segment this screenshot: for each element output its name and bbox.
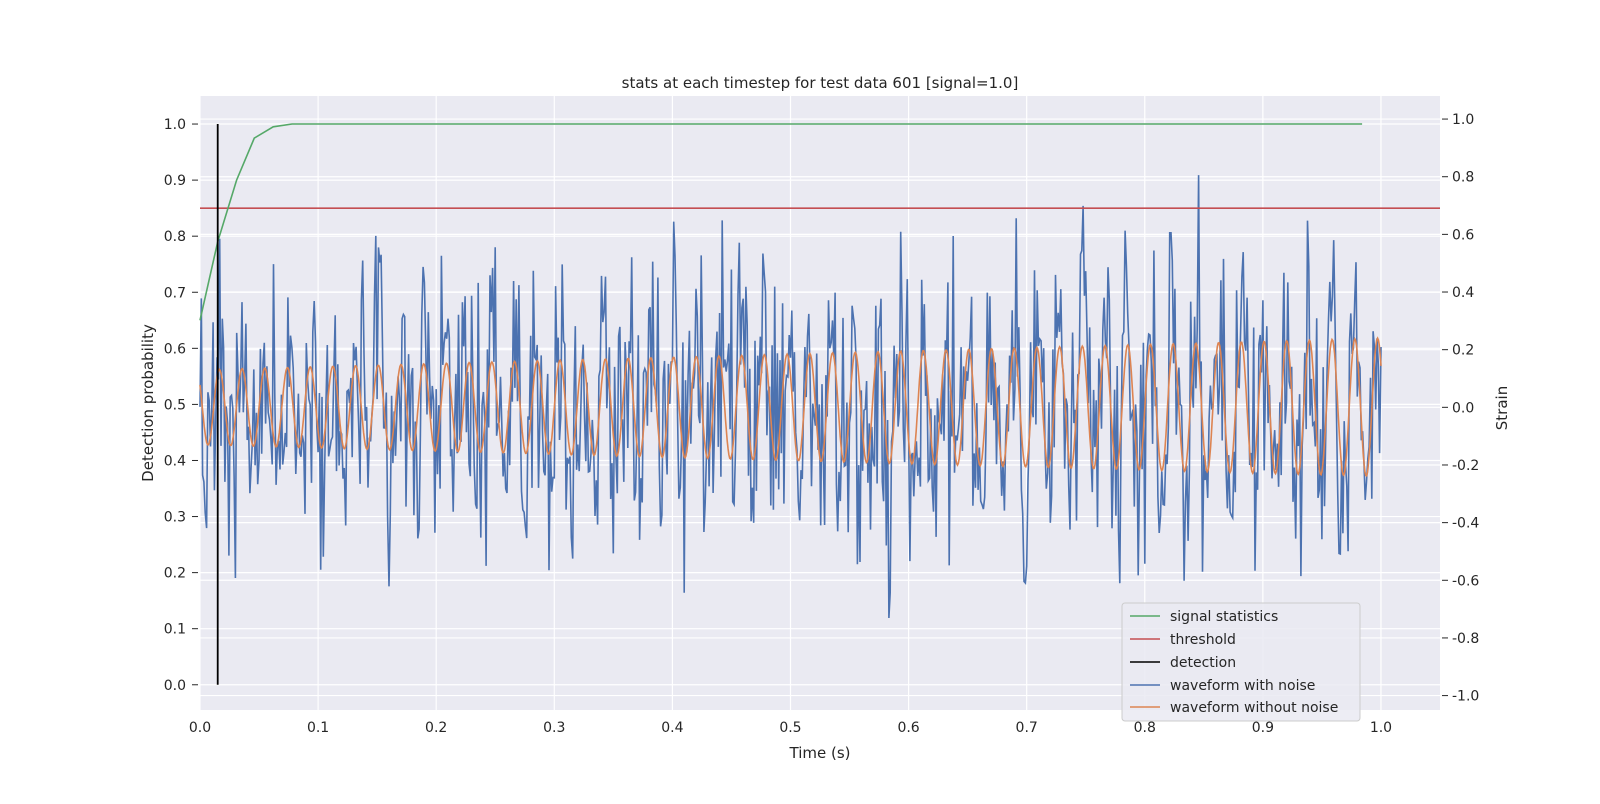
x-tick-label: 0.1 bbox=[307, 720, 329, 736]
y-right-tick-label: 0.4 bbox=[1452, 285, 1474, 301]
x-tick-label: 0.8 bbox=[1134, 720, 1156, 736]
legend-label-detection: detection bbox=[1170, 655, 1236, 671]
x-tick-label: 0.5 bbox=[779, 720, 801, 736]
legend: signal statistics threshold detection wa… bbox=[1121, 602, 1361, 722]
y-tick-label: 0.6 bbox=[164, 341, 186, 357]
y-right-tick-label: 0.8 bbox=[1452, 170, 1474, 186]
y-tick-label: 0.4 bbox=[164, 453, 186, 469]
y-right-tick-label: 0.2 bbox=[1452, 343, 1474, 359]
legend-box bbox=[1121, 602, 1361, 722]
y-tick-label: 0.1 bbox=[164, 622, 186, 638]
y-tick-label: 0.2 bbox=[164, 566, 186, 582]
x-tick-label: 0.7 bbox=[1016, 720, 1038, 736]
series-layer bbox=[199, 123, 1440, 685]
y-right-tick-label: -0.4 bbox=[1452, 516, 1479, 532]
legend-label-threshold: threshold bbox=[1170, 632, 1236, 648]
x-tick-label: 0.3 bbox=[543, 720, 565, 736]
series-signal-statistics bbox=[199, 123, 1363, 321]
y-right-tick-label: -0.2 bbox=[1452, 458, 1479, 474]
y-tick-label: 0.9 bbox=[164, 173, 186, 189]
x-tick-label: 0.0 bbox=[189, 720, 211, 736]
y-axis-label-left: Detection probability bbox=[139, 324, 157, 482]
x-tick-label: 0.9 bbox=[1252, 720, 1274, 736]
y-tick-label: 0.0 bbox=[164, 678, 186, 694]
legend-label-signal-statistics: signal statistics bbox=[1170, 609, 1278, 625]
x-tick-label: 1.0 bbox=[1370, 720, 1392, 736]
y-right-tick-label: -0.8 bbox=[1452, 631, 1479, 647]
y-tick-label: 0.3 bbox=[164, 510, 186, 526]
x-tick-label: 0.4 bbox=[661, 720, 683, 736]
y-right-tick-label: -0.6 bbox=[1452, 573, 1479, 589]
y-tick-label: 0.8 bbox=[164, 229, 186, 245]
y-right-tick-label: 0.6 bbox=[1452, 227, 1474, 243]
y-tick-label: 0.7 bbox=[164, 285, 186, 301]
y-right-tick-label: 1.0 bbox=[1452, 112, 1474, 128]
x-tick-label: 0.2 bbox=[425, 720, 447, 736]
y-right-tick-label: -1.0 bbox=[1452, 689, 1479, 705]
ticks-layer: 0.0 0.1 0.2 0.3 0.4 0.5 0.6 0.7 0.8 0.9 1.0 0.0 0.1 0… bbox=[164, 112, 1480, 736]
chart-title: stats at each timestep for test data 601… bbox=[622, 74, 1019, 92]
legend-label-waveform-with-noise: waveform with noise bbox=[1170, 678, 1315, 694]
y-tick-label: 1.0 bbox=[164, 117, 186, 133]
legend-label-waveform-without-noise: waveform without noise bbox=[1170, 700, 1338, 716]
y-axis-label-right: Strain bbox=[1493, 386, 1511, 430]
y-right-tick-label: 0.0 bbox=[1452, 400, 1474, 416]
series-waveform-with-noise bbox=[199, 175, 1382, 619]
x-axis-label: Time (s) bbox=[789, 744, 851, 762]
y-tick-label: 0.5 bbox=[164, 397, 186, 413]
series-waveform-without-noise bbox=[199, 336, 1382, 477]
x-tick-label: 0.6 bbox=[897, 720, 919, 736]
